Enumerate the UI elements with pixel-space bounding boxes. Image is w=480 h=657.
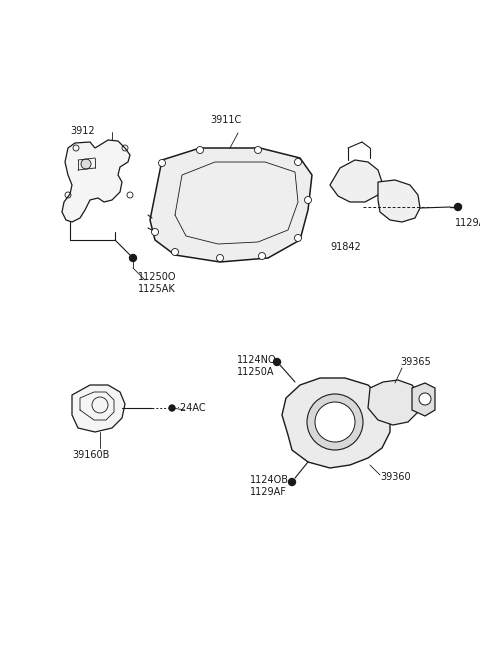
Circle shape — [288, 478, 296, 486]
Circle shape — [130, 254, 136, 261]
Text: 39365: 39365 — [400, 357, 431, 367]
Text: 39160B: 39160B — [72, 450, 109, 460]
Ellipse shape — [81, 159, 91, 169]
Text: 1129AE: 1129AE — [455, 218, 480, 228]
Ellipse shape — [259, 252, 265, 260]
Polygon shape — [282, 378, 390, 468]
Text: 91842: 91842 — [330, 242, 361, 252]
Polygon shape — [378, 180, 420, 222]
Polygon shape — [412, 383, 435, 416]
Text: 39360: 39360 — [380, 472, 410, 482]
Ellipse shape — [171, 248, 179, 256]
Polygon shape — [72, 385, 125, 432]
Ellipse shape — [419, 393, 431, 405]
Text: 1124NO
11250A: 1124NO 11250A — [237, 355, 276, 377]
Text: ·24AC: ·24AC — [177, 403, 205, 413]
Polygon shape — [368, 380, 420, 425]
Circle shape — [274, 359, 280, 365]
Ellipse shape — [304, 196, 312, 204]
Ellipse shape — [158, 160, 166, 166]
Ellipse shape — [216, 254, 224, 261]
Ellipse shape — [196, 147, 204, 154]
Ellipse shape — [295, 158, 301, 166]
Polygon shape — [330, 160, 382, 202]
Polygon shape — [150, 148, 312, 262]
Polygon shape — [62, 140, 130, 222]
Text: 3911C: 3911C — [210, 115, 241, 125]
Text: 1124OB
1129AF: 1124OB 1129AF — [250, 475, 289, 497]
Ellipse shape — [315, 402, 355, 442]
Text: 11250O
1125AK: 11250O 1125AK — [138, 272, 177, 294]
Text: 3912: 3912 — [70, 126, 95, 136]
Circle shape — [455, 204, 461, 210]
Ellipse shape — [307, 394, 363, 450]
Ellipse shape — [295, 235, 301, 242]
Ellipse shape — [254, 147, 262, 154]
Circle shape — [169, 405, 175, 411]
Ellipse shape — [152, 229, 158, 235]
